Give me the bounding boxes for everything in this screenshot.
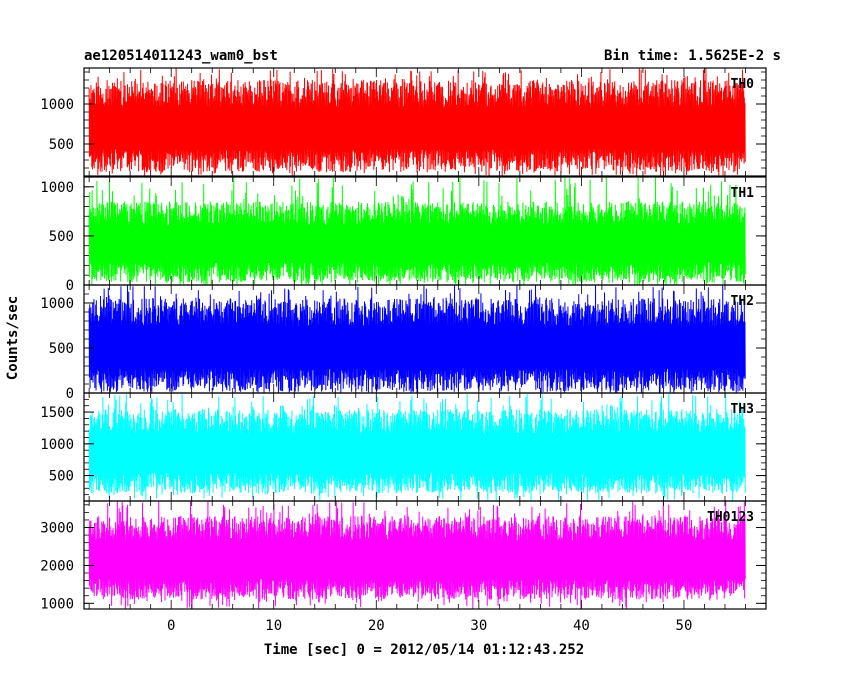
panel-label-th3: TH3: [731, 402, 754, 417]
x-tick-label: 0: [167, 618, 175, 634]
y-tick-label: 500: [49, 137, 74, 153]
series-trace-th0: [88, 68, 746, 176]
panel-label-th0: TH0: [731, 77, 755, 92]
x-tick-label: 20: [368, 618, 385, 634]
x-tick-label: 30: [470, 618, 487, 634]
series-trace-th1: [88, 177, 746, 285]
series-trace-th0123: [88, 501, 746, 609]
chart-title-right: Bin time: 1.5625E-2 s: [604, 48, 781, 64]
y-tick-label: 0: [66, 278, 74, 294]
panel-th3: 500 1000 1500 TH3: [40, 392, 767, 502]
panel-label-th2: TH2: [731, 294, 754, 309]
x-tick-label: 50: [676, 618, 693, 634]
panel-label-th0123: TH0123: [707, 510, 754, 525]
y-tick-label: 3000: [40, 521, 74, 537]
y-tick-label: 1000: [40, 180, 74, 196]
chart-title-left: ae120514011243_wam0_bst: [84, 48, 278, 64]
panel-frame: [83, 67, 767, 177]
panel-th2: 0 500 1000 TH2: [40, 284, 767, 402]
y-tick-label: 1000: [40, 437, 74, 453]
y-tick-label: 1000: [40, 97, 74, 113]
panel-th1: 0 500 1000 TH1: [40, 176, 767, 294]
y-tick-label: 1000: [40, 596, 74, 612]
y-axis-label: Counts/sec: [5, 296, 21, 380]
x-axis-label: Time [sec] 0 = 2012/05/14 01:12:43.252: [264, 642, 584, 658]
y-tick-label: 1500: [40, 405, 74, 421]
series-trace-th2: [88, 285, 746, 393]
y-tick-label: 2000: [40, 558, 74, 574]
panel-frame: [83, 500, 767, 610]
panel-label-th1: TH1: [731, 186, 755, 201]
x-tick-label: 10: [265, 618, 282, 634]
panel-th0123: 1000 2000 3000 TH0123: [40, 500, 767, 612]
y-tick-label: 500: [49, 469, 74, 485]
y-tick-label: 500: [49, 341, 74, 357]
panel-th0: 500 1000 TH0: [40, 67, 767, 177]
x-tick-label: 40: [573, 618, 590, 634]
y-tick-label: 0: [66, 386, 74, 402]
series-trace-th3: [88, 393, 746, 501]
y-tick-label: 1000: [40, 296, 74, 312]
y-tick-label: 500: [49, 229, 74, 245]
